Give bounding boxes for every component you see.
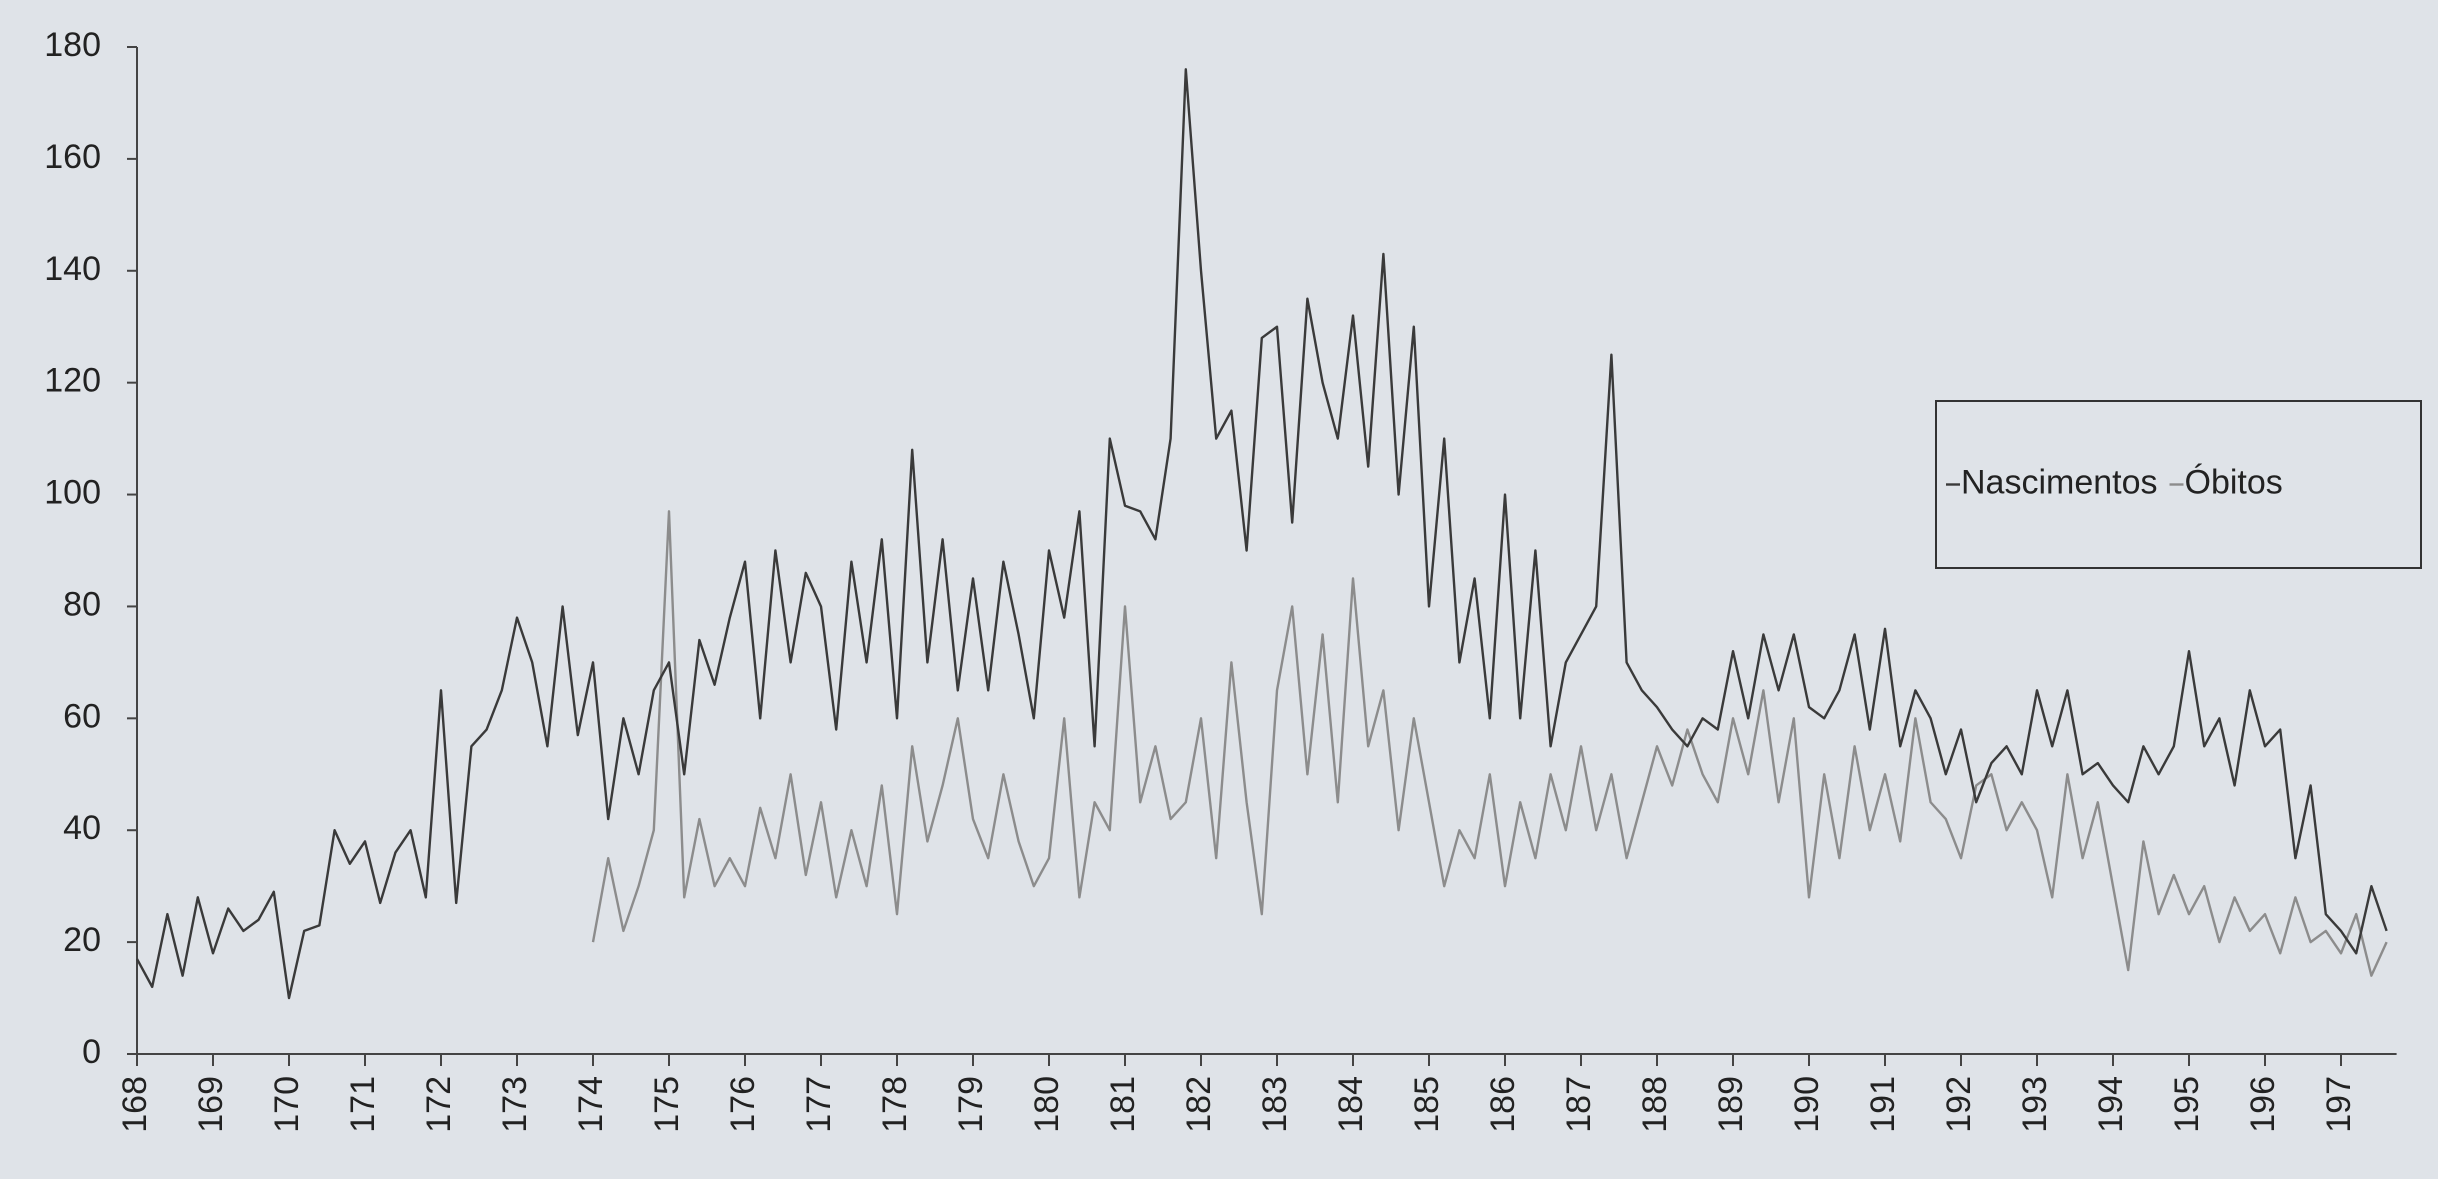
- x-tick-label: 177: [800, 1076, 838, 1133]
- x-tick-label: 176: [724, 1076, 762, 1133]
- y-tick-label: 60: [63, 697, 101, 735]
- series-line: [135, 68, 2388, 1000]
- x-tick-label: 180: [1028, 1076, 1066, 1133]
- x-tick-label: 174: [572, 1076, 610, 1133]
- x-tick-label: 191: [1864, 1076, 1902, 1133]
- x-tick-label: 188: [1636, 1076, 1674, 1133]
- x-tick-label: 175: [648, 1076, 686, 1133]
- y-tick-label: 100: [44, 474, 101, 512]
- x-tick-label: 171: [344, 1076, 382, 1133]
- x-tick-label: 173: [496, 1076, 534, 1133]
- x-tick-label: 179: [952, 1076, 990, 1133]
- x-tick-label: 170: [268, 1076, 306, 1133]
- x-tick-label: 185: [1408, 1076, 1446, 1133]
- x-tick-label: 196: [2244, 1076, 2282, 1133]
- y-tick-label: 20: [63, 921, 101, 959]
- x-tick-label: 181: [1104, 1076, 1142, 1133]
- x-tick-label: 186: [1484, 1076, 1522, 1133]
- legend-label: Óbitos: [2185, 463, 2283, 501]
- x-tick-label: 168: [116, 1076, 154, 1133]
- y-tick-label: 160: [44, 138, 101, 176]
- x-tick-label: 178: [876, 1076, 914, 1133]
- x-tick-label: 182: [1180, 1076, 1218, 1133]
- x-tick-label: 192: [1940, 1076, 1978, 1133]
- y-tick-label: 140: [44, 250, 101, 288]
- x-tick-label: 184: [1332, 1076, 1370, 1133]
- y-tick-label: 180: [44, 26, 101, 64]
- x-tick-label: 195: [2168, 1076, 2206, 1133]
- x-tick-label: 187: [1560, 1076, 1598, 1133]
- x-tick-label: 194: [2092, 1076, 2130, 1133]
- legend-box: [1935, 400, 2422, 569]
- x-tick-label: 197: [2320, 1076, 2358, 1133]
- x-tick-label: 172: [420, 1076, 458, 1133]
- x-tick-label: 183: [1256, 1076, 1294, 1133]
- y-tick-label: 80: [63, 585, 101, 623]
- x-tick-label: 190: [1788, 1076, 1826, 1133]
- y-tick-label: 0: [82, 1033, 101, 1071]
- x-tick-label: 193: [2016, 1076, 2054, 1133]
- series-line: [591, 510, 2388, 977]
- x-tick-label: 169: [192, 1076, 230, 1133]
- y-tick-label: 40: [63, 809, 101, 847]
- legend-label: Nascimentos: [1961, 463, 2158, 501]
- y-tick-label: 120: [44, 362, 101, 400]
- x-tick-label: 189: [1712, 1076, 1750, 1133]
